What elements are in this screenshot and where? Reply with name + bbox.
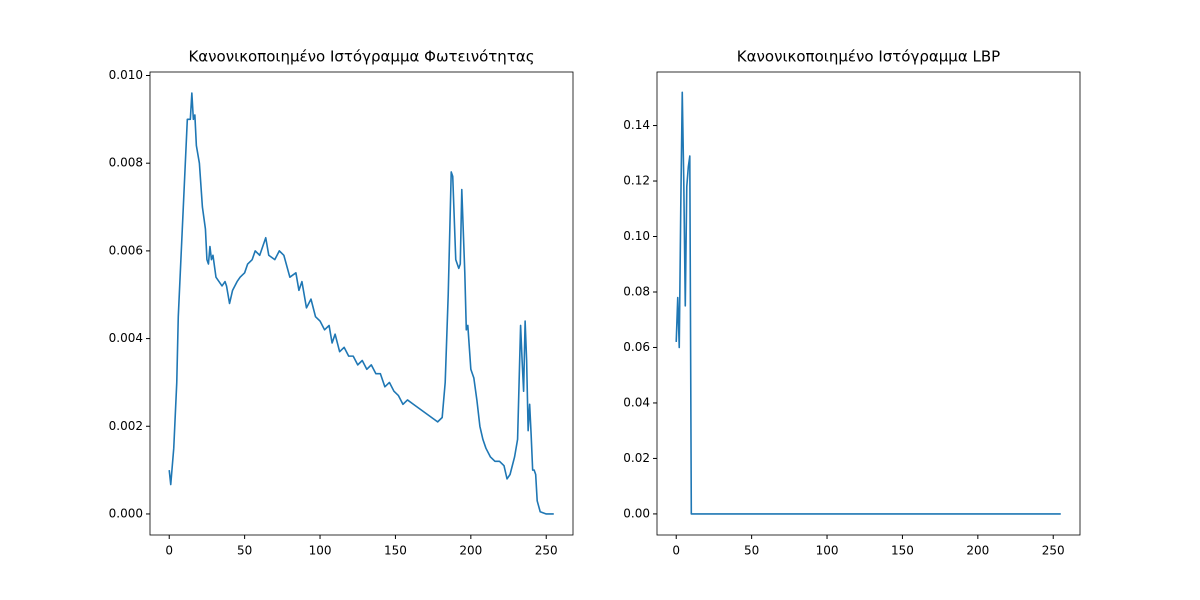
y-tick-label: 0.00 (623, 506, 650, 520)
x-tick-label: 50 (237, 544, 252, 558)
line (675, 91, 1061, 515)
y-tick-label: 0.008 (109, 156, 143, 170)
x-tick-label: 150 (891, 544, 914, 558)
x-tick-label: 0 (165, 544, 173, 558)
chart-title: Κανονικοποιημένο Ιστόγραμμα Φωτεινότητας (188, 48, 534, 66)
x-tick-label: 200 (459, 544, 482, 558)
x-tick-label: 100 (309, 544, 332, 558)
y-tick-label: 0.010 (109, 68, 143, 82)
x-tick-label: 250 (535, 544, 558, 558)
line (168, 92, 554, 515)
y-tick-label: 0.06 (623, 340, 650, 354)
y-tick-label: 0.08 (623, 284, 650, 298)
y-tick-label: 0.14 (623, 118, 650, 132)
y-tick-label: 0.12 (623, 174, 650, 188)
x-tick-label: 0 (672, 544, 680, 558)
axes-frame (149, 71, 574, 536)
axes-frame (656, 71, 1081, 536)
y-tick-label: 0.04 (623, 395, 650, 409)
x-tick-label: 150 (384, 544, 407, 558)
x-tick-label: 200 (966, 544, 989, 558)
x-tick-label: 250 (1042, 544, 1065, 558)
y-tick-label: 0.10 (623, 229, 650, 243)
y-tick-label: 0.006 (109, 243, 143, 257)
x-tick-label: 100 (816, 544, 839, 558)
y-tick-label: 0.004 (109, 331, 143, 345)
chart-title: Κανονικοποιημένο Ιστόγραμμα LBP (737, 48, 1000, 66)
y-tick-label: 0.02 (623, 451, 650, 465)
y-tick-label: 0.000 (109, 506, 143, 520)
y-tick-label: 0.002 (109, 419, 143, 433)
x-tick-label: 50 (744, 544, 759, 558)
